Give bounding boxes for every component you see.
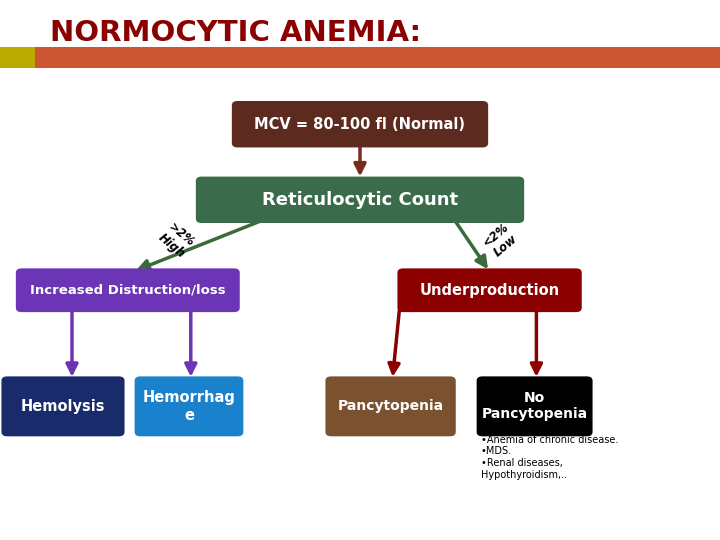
Text: >2%
High: >2% High <box>156 220 197 261</box>
Text: Underproduction: Underproduction <box>420 283 559 298</box>
FancyBboxPatch shape <box>135 376 243 436</box>
Text: Reticulocytic Count: Reticulocytic Count <box>262 191 458 209</box>
FancyBboxPatch shape <box>477 376 593 436</box>
Text: Hemolysis: Hemolysis <box>21 399 105 414</box>
Text: <2%
Low: <2% Low <box>480 220 521 261</box>
Text: Pancytopenia: Pancytopenia <box>338 400 444 413</box>
FancyBboxPatch shape <box>232 101 488 147</box>
FancyBboxPatch shape <box>1 376 125 436</box>
Bar <box>0 47 35 68</box>
Text: Increased Distruction/loss: Increased Distruction/loss <box>30 284 225 297</box>
FancyBboxPatch shape <box>196 177 524 223</box>
FancyBboxPatch shape <box>325 376 456 436</box>
Text: MCV = 80-100 fl (Normal): MCV = 80-100 fl (Normal) <box>254 117 466 132</box>
Text: •Anemia of chronic disease.
•MDS.
•Renal diseases,
Hypothyroidism,..: •Anemia of chronic disease. •MDS. •Renal… <box>481 435 618 480</box>
Text: No
Pancytopenia: No Pancytopenia <box>482 392 588 421</box>
FancyBboxPatch shape <box>16 268 240 312</box>
Bar <box>35 47 720 68</box>
Text: NORMOCYTIC ANEMIA:: NORMOCYTIC ANEMIA: <box>50 19 421 47</box>
Text: Hemorrhag
e: Hemorrhag e <box>143 390 235 422</box>
FancyBboxPatch shape <box>397 268 582 312</box>
